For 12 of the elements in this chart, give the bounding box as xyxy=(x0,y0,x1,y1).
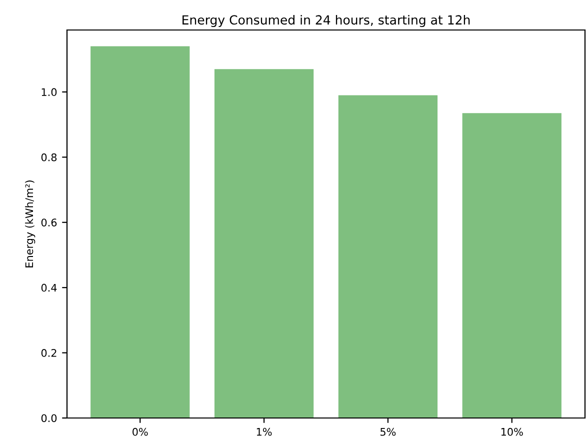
chart-title: Energy Consumed in 24 hours, starting at 12h xyxy=(182,14,470,28)
y-tick-label: 0.2 xyxy=(41,349,56,357)
y-tick-label: 1.0 xyxy=(42,88,57,96)
x-tick-label: 0% xyxy=(132,428,148,436)
x-tick-label: 10% xyxy=(501,428,523,436)
x-tick-label: 5% xyxy=(380,428,396,436)
y-axis-title: Energy (kWh/m²) xyxy=(25,180,36,268)
x-tick-label: 1% xyxy=(256,428,272,436)
y-tick-label: 0.0 xyxy=(41,414,57,422)
y-tick-label: 0.6 xyxy=(41,218,57,226)
y-tick-label: 0.4 xyxy=(41,284,57,292)
y-tick-label: 0.8 xyxy=(41,153,57,162)
